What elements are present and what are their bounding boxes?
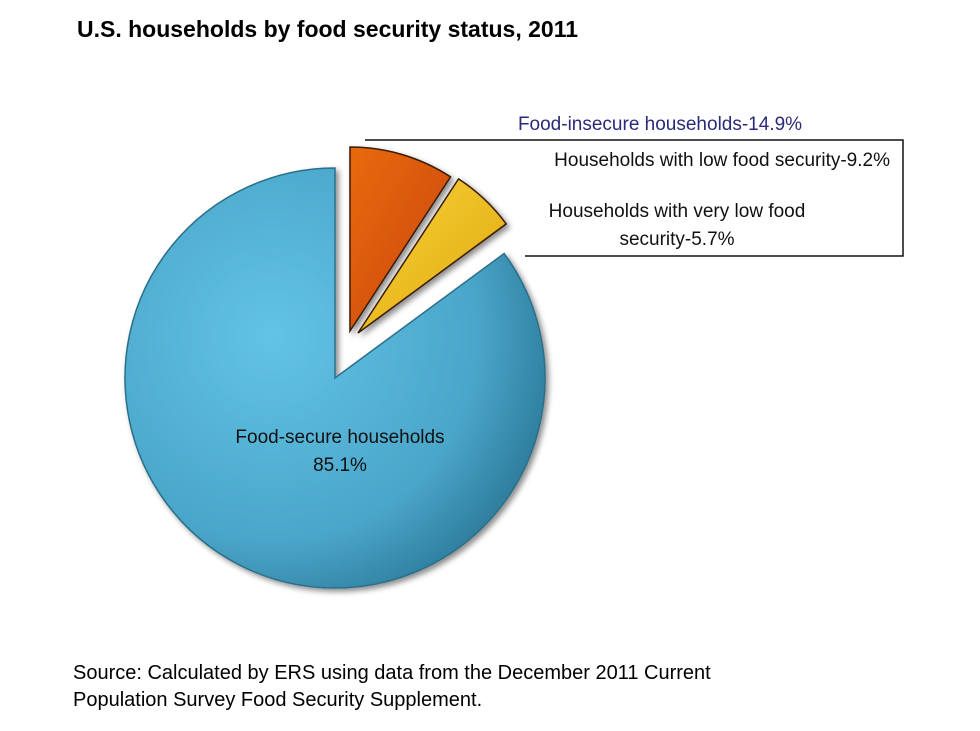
slice-label-low: Households with low food security-9.2%: [554, 150, 890, 171]
pie-slice-food-secure: [124, 167, 546, 589]
source-line-2: Population Survey Food Security Suppleme…: [73, 689, 483, 711]
slice-label-very-low-line1: Households with very low food: [549, 201, 806, 222]
chart-title: U.S. households by food security status,…: [77, 16, 579, 42]
pie-slice-low-food-security: [349, 146, 452, 334]
slice-label-secure-line2: 85.1%: [313, 455, 367, 476]
source-line-1: Source: Calculated by ERS using data fro…: [73, 662, 711, 684]
group-bracket: [365, 139, 904, 257]
source-note: Source: Calculated by ERS using data fro…: [73, 660, 711, 714]
pie-slice-very-low-food-security: [357, 177, 508, 334]
slice-label-secure-line1: Food-secure households: [235, 427, 444, 448]
group-label: Food-insecure households-14.9%: [518, 114, 802, 135]
slice-label-very-low-line2: security-5.7%: [619, 229, 734, 250]
